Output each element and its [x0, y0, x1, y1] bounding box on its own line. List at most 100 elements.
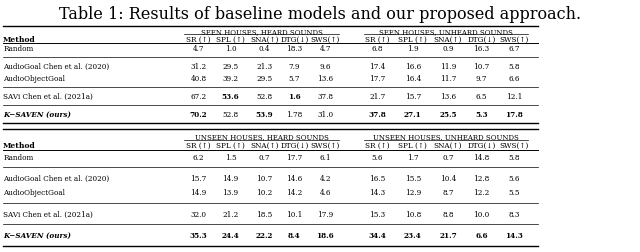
Text: SWS(↑): SWS(↑)	[310, 142, 340, 149]
Text: 21.7: 21.7	[369, 92, 386, 100]
Text: 14.2: 14.2	[286, 188, 303, 197]
Text: 5.8: 5.8	[508, 63, 520, 71]
Text: 40.8: 40.8	[190, 75, 207, 83]
Text: 16.5: 16.5	[369, 174, 386, 182]
Text: 6.2: 6.2	[193, 153, 204, 161]
Text: 17.7: 17.7	[286, 153, 303, 161]
Text: AudioGoal Chen et al. (2020): AudioGoal Chen et al. (2020)	[3, 63, 109, 71]
Text: 1.9: 1.9	[407, 45, 419, 53]
Text: 10.7: 10.7	[256, 174, 273, 182]
Text: 13.6: 13.6	[317, 75, 333, 83]
Text: UNSEEN HOUSES, HEARD SOUNDS: UNSEEN HOUSES, HEARD SOUNDS	[195, 132, 329, 140]
Text: 9.6: 9.6	[319, 63, 331, 71]
Text: 14.6: 14.6	[286, 174, 303, 182]
Text: SWS(↑): SWS(↑)	[499, 36, 529, 44]
Text: 16.4: 16.4	[404, 75, 421, 83]
Text: 12.1: 12.1	[506, 92, 522, 100]
Text: SNA(↑): SNA(↑)	[434, 36, 462, 44]
Text: 17.9: 17.9	[317, 210, 333, 218]
Text: SWS(↑): SWS(↑)	[310, 36, 340, 44]
Text: DTG(↓): DTG(↓)	[280, 142, 308, 149]
Text: 7.9: 7.9	[289, 63, 300, 71]
Text: 17.8: 17.8	[505, 110, 523, 118]
Text: 12.9: 12.9	[404, 188, 421, 197]
Text: DTG(↓): DTG(↓)	[280, 36, 308, 44]
Text: 32.0: 32.0	[191, 210, 206, 218]
Text: 37.8: 37.8	[317, 92, 333, 100]
Text: 70.2: 70.2	[189, 110, 207, 118]
Text: SEEN HOUSES, UNHEARD SOUNDS: SEEN HOUSES, UNHEARD SOUNDS	[379, 28, 513, 36]
Text: 1.78: 1.78	[286, 110, 303, 118]
Text: 21.7: 21.7	[439, 231, 457, 239]
Text: 13.6: 13.6	[440, 92, 456, 100]
Text: 12.8: 12.8	[473, 174, 490, 182]
Text: 15.3: 15.3	[369, 210, 386, 218]
Text: 18.6: 18.6	[316, 231, 334, 239]
Text: SEEN HOUSES, HEARD SOUNDS: SEEN HOUSES, HEARD SOUNDS	[201, 28, 323, 36]
Text: 10.8: 10.8	[404, 210, 421, 218]
Text: 0.7: 0.7	[442, 153, 454, 161]
Text: 21.3: 21.3	[256, 63, 273, 71]
Text: SPL (↑): SPL (↑)	[216, 142, 245, 149]
Text: 14.9: 14.9	[190, 188, 207, 197]
Text: 10.7: 10.7	[473, 63, 490, 71]
Text: SWS(↑): SWS(↑)	[499, 142, 529, 149]
Text: 11.7: 11.7	[440, 75, 456, 83]
Text: 17.4: 17.4	[369, 63, 386, 71]
Text: 24.4: 24.4	[221, 231, 239, 239]
Text: 8.3: 8.3	[508, 210, 520, 218]
Text: SNA(↑): SNA(↑)	[250, 36, 278, 44]
Text: AudioObjectGoal: AudioObjectGoal	[3, 75, 65, 83]
Text: 52.8: 52.8	[256, 92, 273, 100]
Text: 14.9: 14.9	[222, 174, 239, 182]
Text: 34.4: 34.4	[369, 231, 387, 239]
Text: SR (↑): SR (↑)	[365, 36, 390, 44]
Text: 39.2: 39.2	[223, 75, 238, 83]
Text: DTG(↓): DTG(↓)	[467, 36, 495, 44]
Text: Random: Random	[3, 153, 33, 161]
Text: 52.8: 52.8	[222, 110, 239, 118]
Text: 0.7: 0.7	[259, 153, 270, 161]
Text: 23.4: 23.4	[404, 231, 422, 239]
Text: UNSEEN HOUSES, UNHEARD SOUNDS: UNSEEN HOUSES, UNHEARD SOUNDS	[373, 132, 518, 140]
Text: 53.9: 53.9	[255, 110, 273, 118]
Text: 18.5: 18.5	[256, 210, 273, 218]
Text: 15.7: 15.7	[190, 174, 207, 182]
Text: 29.5: 29.5	[256, 75, 273, 83]
Text: 6.6: 6.6	[508, 75, 520, 83]
Text: 4.7: 4.7	[193, 45, 204, 53]
Text: SPL (↑): SPL (↑)	[398, 142, 428, 149]
Text: 12.2: 12.2	[473, 188, 490, 197]
Text: SR (↑): SR (↑)	[365, 142, 390, 149]
Text: 53.6: 53.6	[221, 92, 239, 100]
Text: 29.5: 29.5	[222, 63, 239, 71]
Text: 0.4: 0.4	[259, 45, 270, 53]
Text: Method: Method	[3, 36, 36, 44]
Text: 22.2: 22.2	[255, 231, 273, 239]
Text: 8.4: 8.4	[288, 231, 301, 239]
Text: 16.3: 16.3	[473, 45, 490, 53]
Text: AudioGoal Chen et al. (2020): AudioGoal Chen et al. (2020)	[3, 174, 109, 182]
Text: 25.5: 25.5	[439, 110, 457, 118]
Text: 5.3: 5.3	[475, 110, 488, 118]
Text: 31.2: 31.2	[190, 63, 207, 71]
Text: 27.1: 27.1	[404, 110, 422, 118]
Text: 31.0: 31.0	[317, 110, 333, 118]
Text: SAVi Chen et al. (2021a): SAVi Chen et al. (2021a)	[3, 210, 93, 218]
Text: 10.2: 10.2	[256, 188, 273, 197]
Text: 8.7: 8.7	[442, 188, 454, 197]
Text: 16.6: 16.6	[404, 63, 421, 71]
Text: SNA(↑): SNA(↑)	[434, 142, 462, 149]
Text: K−SAVEN (ours): K−SAVEN (ours)	[3, 110, 71, 118]
Text: 5.8: 5.8	[508, 153, 520, 161]
Text: 1.6: 1.6	[288, 92, 301, 100]
Text: 14.3: 14.3	[369, 188, 386, 197]
Text: 10.1: 10.1	[286, 210, 303, 218]
Text: 6.1: 6.1	[319, 153, 331, 161]
Text: 10.0: 10.0	[473, 210, 490, 218]
Text: AudioObjectGoal: AudioObjectGoal	[3, 188, 65, 197]
Text: 6.8: 6.8	[372, 45, 383, 53]
Text: 6.5: 6.5	[476, 92, 487, 100]
Text: Table 1: Results of baseline models and our proposed approach.: Table 1: Results of baseline models and …	[59, 6, 581, 23]
Text: Random: Random	[3, 45, 33, 53]
